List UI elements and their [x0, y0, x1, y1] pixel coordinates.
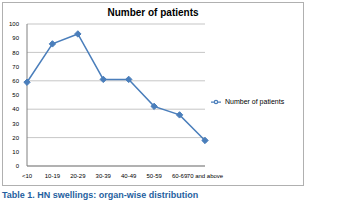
svg-text:90: 90 — [12, 35, 19, 41]
svg-text:30: 30 — [12, 121, 19, 127]
svg-text:0: 0 — [16, 163, 20, 169]
svg-text:20-29: 20-29 — [70, 173, 86, 179]
svg-text:40: 40 — [12, 106, 19, 112]
svg-text:30-39: 30-39 — [96, 173, 112, 179]
svg-text:60-69: 60-69 — [172, 173, 188, 179]
svg-text:70: 70 — [12, 64, 19, 70]
svg-text:20: 20 — [12, 135, 19, 141]
svg-text:100: 100 — [9, 21, 20, 27]
svg-text:10-19: 10-19 — [45, 173, 61, 179]
svg-text:10: 10 — [12, 149, 19, 155]
html-text:Number of patients: Number of patients — [225, 97, 285, 105]
svg-text:50-59: 50-59 — [146, 173, 162, 179]
svg-text:80: 80 — [12, 50, 19, 56]
svg-text:40-49: 40-49 — [121, 173, 137, 179]
svg-text:50: 50 — [12, 92, 19, 98]
svg-text:70 and above: 70 and above — [187, 173, 224, 179]
svg-text:60: 60 — [12, 78, 19, 84]
html-text:Number of patients: Number of patients — [107, 7, 199, 18]
svg-text:<10: <10 — [22, 173, 33, 179]
html-text:Table 1. HN swellings: organ-w: Table 1. HN swellings: organ-wise distri… — [2, 190, 199, 200]
